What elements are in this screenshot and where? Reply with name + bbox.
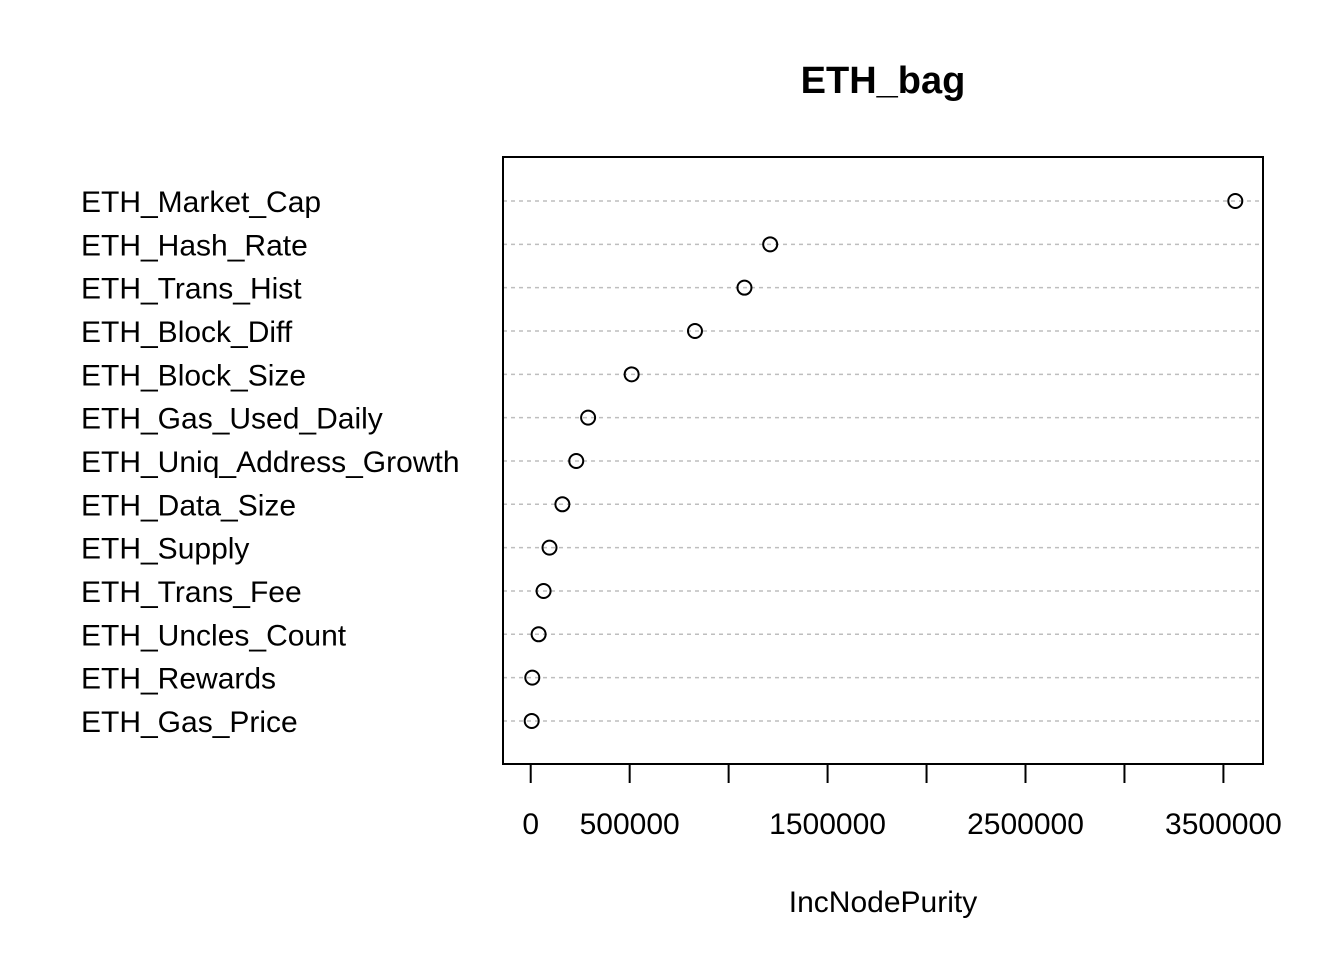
data-point [523,712,540,729]
category-label: ETH_Trans_Hist [81,273,302,306]
category-label: ETH_Supply [81,533,249,566]
category-labels: ETH_Market_Cap ETH_Hash_Rate ETH_Trans_His… [81,186,460,739]
category-label: ETH_Gas_Used_Daily [81,403,383,436]
category-label: ETH_Uniq_Address_Growth [81,446,460,479]
data-point [580,409,597,426]
x-tick-label: 1500000 [769,808,886,841]
category-label: ETH_Rewards [81,663,276,696]
category-label: ETH_Uncles_Count [81,619,347,652]
grid-lines [503,200,1263,722]
data-point [524,669,541,686]
category-label: ETH_Market_Cap [81,186,321,219]
data-point [1227,193,1244,209]
x-axis-label: IncNodePurity [789,886,977,919]
data-point [530,626,547,643]
data-point [535,582,552,599]
data-point [736,279,753,296]
category-label: ETH_Gas_Price [81,706,298,739]
data-point [686,322,703,339]
data-point [541,539,558,556]
category-label: ETH_Block_Size [81,359,306,392]
data-points [523,193,1244,729]
data-point [623,366,640,383]
data-point [554,496,571,513]
category-label: ETH_Hash_Rate [81,229,308,262]
category-label: ETH_Trans_Fee [81,576,302,609]
x-tick-label: 2500000 [967,808,1084,841]
data-point [568,452,585,469]
x-tick-label: 0 [522,808,539,841]
x-tick-label: 3500000 [1165,808,1282,841]
data-point [762,236,779,253]
category-label: ETH_Block_Diff [81,316,293,349]
chart-title: ETH_bag [801,60,966,102]
category-label: ETH_Data_Size [81,489,296,522]
x-tick-label: 500000 [580,808,680,841]
x-axis: 0 500000 1500000 2500000 3500000 [522,763,1282,841]
